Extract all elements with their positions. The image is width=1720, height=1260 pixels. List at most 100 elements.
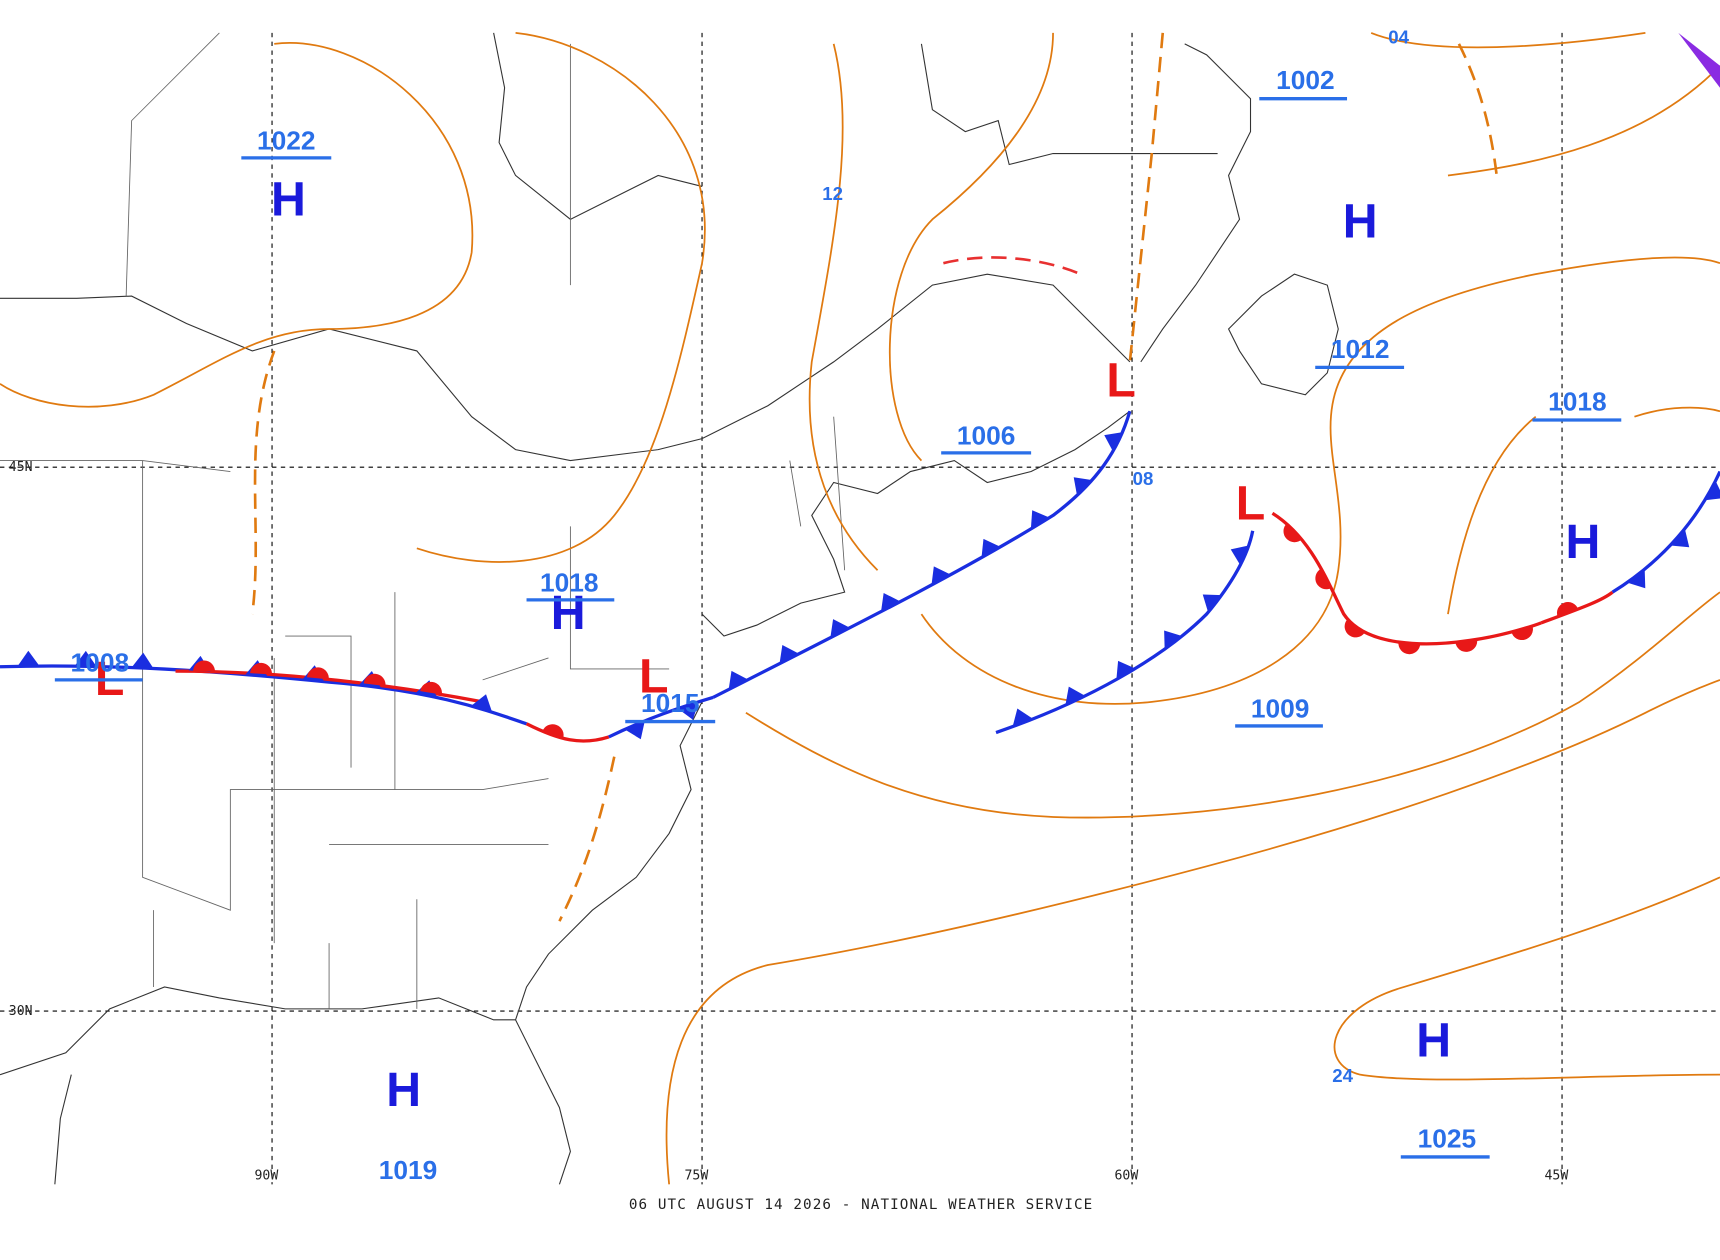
lon-label: 75W (684, 1169, 708, 1184)
lat-label: 30N (9, 1004, 33, 1019)
front-pip (1164, 630, 1183, 650)
isobar-label: 12 (822, 183, 843, 204)
center-pressure: 1025 (1418, 1123, 1477, 1153)
front-pip (250, 662, 272, 675)
isobar-label: 24 (1332, 1065, 1353, 1086)
front-pip (1511, 626, 1533, 641)
front-pip (931, 566, 951, 586)
coastline (920, 43, 1218, 166)
coastline (1140, 43, 1252, 363)
front-pip (1670, 528, 1690, 548)
isobar (1447, 65, 1720, 177)
isobar (1333, 876, 1720, 1081)
front-pip (420, 681, 442, 695)
trough (558, 756, 616, 922)
graticule (0, 32, 1720, 1185)
stationary-front (175, 669, 483, 704)
isobar (1370, 32, 1646, 49)
trough (1128, 32, 1165, 363)
center-pressure: 1006 (957, 421, 1016, 451)
front-pip (1455, 639, 1478, 652)
center-symbol: H (1565, 515, 1600, 569)
geography (0, 32, 1339, 1185)
lon-label: 45W (1544, 1169, 1568, 1184)
center-pressure: 1015 (641, 688, 700, 718)
center-pressure: 1018 (1548, 387, 1607, 417)
warm-front (525, 722, 610, 743)
coastline (54, 1074, 72, 1185)
isobar (665, 679, 1720, 1185)
isobar (0, 42, 474, 408)
lon-label: 60W (1114, 1169, 1138, 1184)
lat-label: 45N (9, 460, 33, 475)
lon-label: 90W (254, 1169, 278, 1184)
front-pip (728, 670, 749, 690)
front-pip (1012, 708, 1034, 727)
coastline (0, 986, 516, 1076)
front-pip (542, 724, 564, 739)
front-pip (1202, 594, 1222, 613)
trough (250, 350, 276, 615)
front-pip (363, 673, 386, 687)
center-pressure: 1018 (540, 567, 599, 597)
center-symbol: L (1106, 354, 1135, 408)
front-pip (779, 645, 800, 664)
center-pressure: 1012 (1331, 334, 1390, 364)
center-pressure: 1022 (257, 126, 316, 156)
grid-labels: 45N 30N 90W 75W 60W 45W (9, 460, 1569, 1183)
front-pip (1065, 686, 1086, 706)
corner-shape (1678, 32, 1720, 88)
isobar (416, 32, 706, 563)
isobar-labels: 12 08 24 04 (822, 26, 1409, 1085)
center-pressure: 1019 (379, 1155, 438, 1185)
front-pip (1104, 432, 1123, 452)
footer: 06 UTC AUGUST 14 2026 - NATIONAL WEATHER… (629, 1197, 1094, 1213)
front-pip (881, 592, 901, 612)
front-pip (74, 650, 97, 667)
fronts (0, 410, 1720, 743)
isobar (1447, 406, 1720, 615)
front-pip (830, 619, 850, 638)
border (0, 32, 846, 1009)
isobar (808, 43, 879, 571)
pressure-centers: H 1022 H 1018 L 1008 L 1015 L 1006 L 100… (54, 65, 1622, 1185)
center-symbol: H (1416, 1014, 1451, 1068)
front-pip (1283, 523, 1302, 543)
front-pip (17, 650, 40, 667)
center-symbol: L (1236, 476, 1265, 530)
front-pip (1230, 545, 1250, 566)
center-symbol: L (639, 650, 668, 704)
cold-front (608, 695, 714, 739)
isobar (745, 591, 1720, 819)
coastline (514, 701, 703, 1185)
isobar (888, 32, 1054, 462)
isobar-label: 04 (1388, 26, 1409, 47)
coastline (701, 410, 1131, 637)
front-pip (624, 720, 645, 740)
front-pip (1315, 568, 1332, 590)
front-pip (981, 538, 1001, 558)
front-pip (193, 660, 215, 672)
front-pip (1556, 601, 1579, 617)
center-pressure: 1002 (1276, 65, 1335, 95)
center-pressure: 1009 (1251, 694, 1310, 724)
front-pip (306, 667, 329, 680)
warm-front (1540, 590, 1614, 625)
front-pip (1705, 481, 1720, 501)
front-pip (1116, 660, 1136, 680)
front-pip (677, 701, 699, 720)
front-pip (471, 694, 493, 713)
coastline (493, 32, 703, 220)
coastline (1227, 273, 1339, 396)
center-symbol: H (271, 173, 306, 227)
trough (1457, 43, 1499, 182)
front-pip (1073, 477, 1093, 496)
ridge (943, 256, 1082, 276)
isobar (920, 256, 1720, 705)
coastline (0, 273, 1131, 462)
front-pip (131, 652, 154, 669)
front-pip (1344, 619, 1365, 638)
